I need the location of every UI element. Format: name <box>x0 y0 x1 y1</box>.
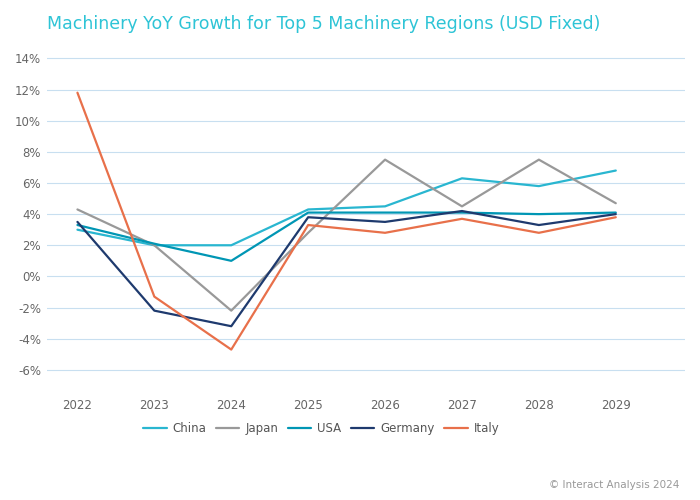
Italy <box>74 90 82 96</box>
Line: Italy: Italy <box>78 92 616 350</box>
Germany <box>74 219 82 225</box>
Line: Japan: Japan <box>78 160 616 310</box>
Italy <box>304 222 312 228</box>
Germany <box>381 219 389 225</box>
China <box>535 183 543 189</box>
Line: China: China <box>78 170 616 246</box>
Germany <box>227 323 235 329</box>
USA <box>458 210 466 216</box>
Germany <box>612 211 620 217</box>
Italy <box>150 294 158 300</box>
Text: Machinery YoY Growth for Top 5 Machinery Regions (USD Fixed): Machinery YoY Growth for Top 5 Machinery… <box>47 15 600 33</box>
Legend: China, Japan, USA, Germany, Italy: China, Japan, USA, Germany, Italy <box>139 418 504 440</box>
China <box>150 242 158 248</box>
Line: USA: USA <box>78 212 616 261</box>
China <box>74 226 82 232</box>
Italy <box>227 346 235 352</box>
Japan <box>381 156 389 162</box>
Italy <box>612 214 620 220</box>
Japan <box>535 156 543 162</box>
Japan <box>227 308 235 314</box>
USA <box>612 210 620 216</box>
USA <box>535 211 543 217</box>
Italy <box>381 230 389 236</box>
Japan <box>458 204 466 210</box>
Germany <box>535 222 543 228</box>
Germany <box>458 208 466 214</box>
China <box>227 242 235 248</box>
Japan <box>612 200 620 206</box>
USA <box>74 222 82 228</box>
China <box>304 206 312 212</box>
Line: Germany: Germany <box>78 211 616 326</box>
China <box>612 168 620 173</box>
Italy <box>458 216 466 222</box>
Japan <box>74 206 82 212</box>
Japan <box>150 242 158 248</box>
Italy <box>535 230 543 236</box>
USA <box>227 258 235 264</box>
Germany <box>304 214 312 220</box>
USA <box>304 210 312 216</box>
Japan <box>304 230 312 236</box>
Germany <box>150 308 158 314</box>
China <box>458 176 466 182</box>
USA <box>381 210 389 216</box>
USA <box>150 240 158 246</box>
Text: © Interact Analysis 2024: © Interact Analysis 2024 <box>549 480 679 490</box>
China <box>381 204 389 210</box>
